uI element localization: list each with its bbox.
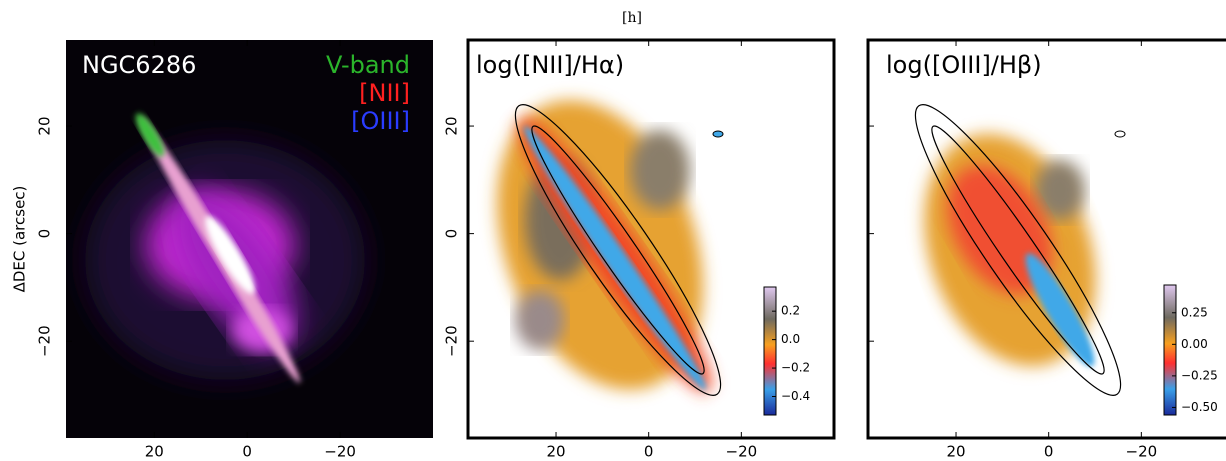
panel-title: log([NII]/Hα) [476, 51, 624, 79]
x-tick-label: −20 [324, 443, 356, 461]
rgb-image [66, 40, 433, 438]
x-tick-label: −20 [726, 443, 758, 461]
y-tick-label: 20 [36, 117, 54, 136]
colorbar-tick-label: −0.50 [1181, 400, 1218, 414]
y-tick-label: 0 [443, 229, 461, 239]
axes-frame [866, 38, 1226, 440]
colorbar-tick-label: −0.25 [1181, 368, 1218, 382]
y-tick-label: 20 [443, 117, 461, 136]
x-tick-label: 20 [946, 443, 965, 461]
y-tick-label: −20 [443, 325, 461, 357]
legend-text: [NII] [359, 79, 410, 107]
x-tick-label: −20 [1126, 443, 1158, 461]
colorbar-tick-label: 0.2 [781, 304, 800, 318]
x-tick-label: 0 [644, 443, 654, 461]
colorbar-tick-label: 0.00 [1181, 337, 1208, 351]
colorbar [1163, 284, 1177, 416]
colorbar-tick-label: 0.0 [781, 332, 800, 346]
legend-text: V-band [326, 51, 410, 79]
colorbar [763, 286, 777, 416]
axes-frame [466, 38, 836, 440]
x-tick-label: 0 [1044, 443, 1054, 461]
colorbar-tick-label: −0.4 [781, 389, 810, 403]
colorbar-tick-label: 0.25 [1181, 305, 1208, 319]
x-tick-label: 20 [546, 443, 565, 461]
line-ratio-map [914, 104, 1126, 396]
legend-text: [OIII] [351, 107, 410, 135]
y-tick-label: −20 [36, 325, 54, 357]
panel-title: NGC6286 [82, 51, 196, 79]
line-ratio-map [497, 100, 724, 396]
y-tick-label: 0 [36, 229, 54, 239]
x-tick-label: 0 [242, 443, 252, 461]
colorbar-tick-label: −0.2 [781, 361, 810, 375]
y-axis-label: ΔDEC (arcsec) [11, 186, 29, 293]
x-tick-label: 20 [145, 443, 164, 461]
caption: [h] [622, 10, 642, 26]
panel-title: log([OIII]/Hβ) [886, 51, 1042, 79]
